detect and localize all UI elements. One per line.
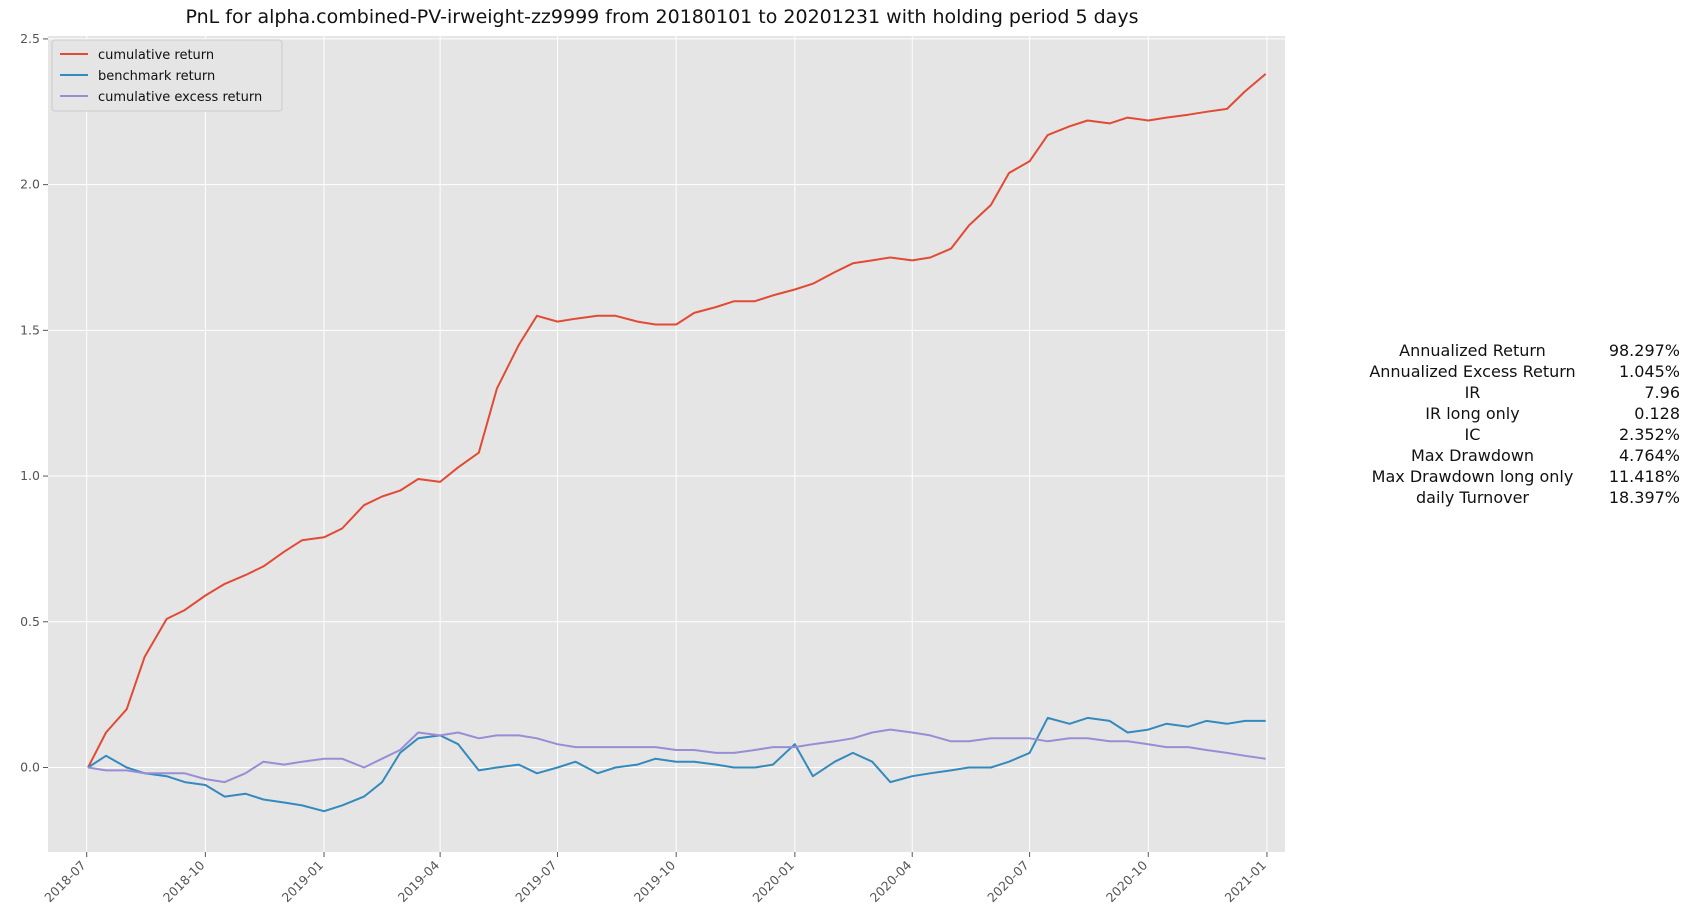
stat-label: Annualized Excess Return (1369, 362, 1576, 381)
stat-value: 18.397% (1608, 488, 1680, 507)
stat-value: 98.297% (1608, 341, 1680, 360)
x-tick-label: 2020-10 (1103, 857, 1151, 905)
y-tick-label: 0.0 (20, 759, 40, 774)
x-tick-label: 2020-01 (749, 858, 797, 906)
stat-row-max-drawdown-long-only: Max Drawdown long only 11.418% (1355, 466, 1680, 487)
y-tick-label: 2.5 (20, 31, 40, 46)
stat-row-daily-turnover: daily Turnover 18.397% (1355, 487, 1680, 508)
chart-title: PnL for alpha.combined-PV-irweight-zz999… (185, 6, 1139, 28)
stat-row-annualized-return: Annualized Return 98.297% (1355, 340, 1680, 361)
y-tick-label: 2.0 (20, 177, 40, 192)
stats-table: Annualized Return 98.297% Annualized Exc… (1355, 340, 1680, 508)
stat-value: 4.764% (1618, 446, 1680, 465)
stat-row-ir-long-only: IR long only 0.128 (1355, 403, 1680, 424)
x-tick-label: 2019-07 (512, 858, 560, 906)
stat-value: 1.045% (1618, 362, 1680, 381)
y-tick-label: 0.5 (20, 614, 40, 629)
stat-value: 2.352% (1618, 425, 1680, 444)
x-tick-label: 2019-04 (395, 857, 443, 905)
y-tick-label: 1.5 (20, 322, 40, 337)
stat-value: 7.96 (1644, 383, 1680, 402)
stat-label: daily Turnover (1415, 488, 1529, 507)
stat-row-annualized-excess-return: Annualized Excess Return 1.045% (1355, 361, 1680, 382)
x-tick-label: 2018-10 (160, 857, 208, 905)
stat-label: Max Drawdown (1410, 446, 1535, 465)
stat-label: IR long only (1425, 404, 1520, 423)
stat-row-ir: IR 7.96 (1355, 382, 1680, 403)
x-tick-label: 2019-01 (279, 858, 327, 906)
legend-box (51, 39, 283, 112)
legend-label: cumulative return (98, 48, 214, 63)
stat-row-max-drawdown: Max Drawdown 4.764% (1355, 445, 1680, 466)
stat-label: IC (1464, 425, 1481, 444)
legend-label: benchmark return (98, 69, 215, 84)
stat-value: 0.128 (1634, 404, 1680, 423)
stat-label: Max Drawdown long only (1371, 467, 1574, 486)
x-tick-label: 2020-04 (867, 857, 915, 905)
x-tick-label: 2018-07 (41, 858, 89, 906)
stat-row-ic: IC 2.352% (1355, 424, 1680, 445)
y-tick-label: 1.0 (20, 468, 40, 483)
x-tick-label: 2020-07 (984, 858, 1032, 906)
legend-label: cumulative excess return (98, 90, 262, 105)
series-line-cumulative-return (87, 73, 1267, 768)
series-line-cumulative-excess-return (87, 728, 1266, 784)
series-line-benchmark-return (87, 716, 1266, 813)
stat-value: 11.418% (1608, 467, 1680, 486)
stat-label: Annualized Return (1399, 341, 1546, 360)
stat-label: IR (1464, 383, 1481, 402)
plot-area (48, 36, 1285, 852)
x-tick-label: 2019-10 (631, 857, 679, 905)
x-tick-label: 2021-01 (1222, 858, 1270, 906)
